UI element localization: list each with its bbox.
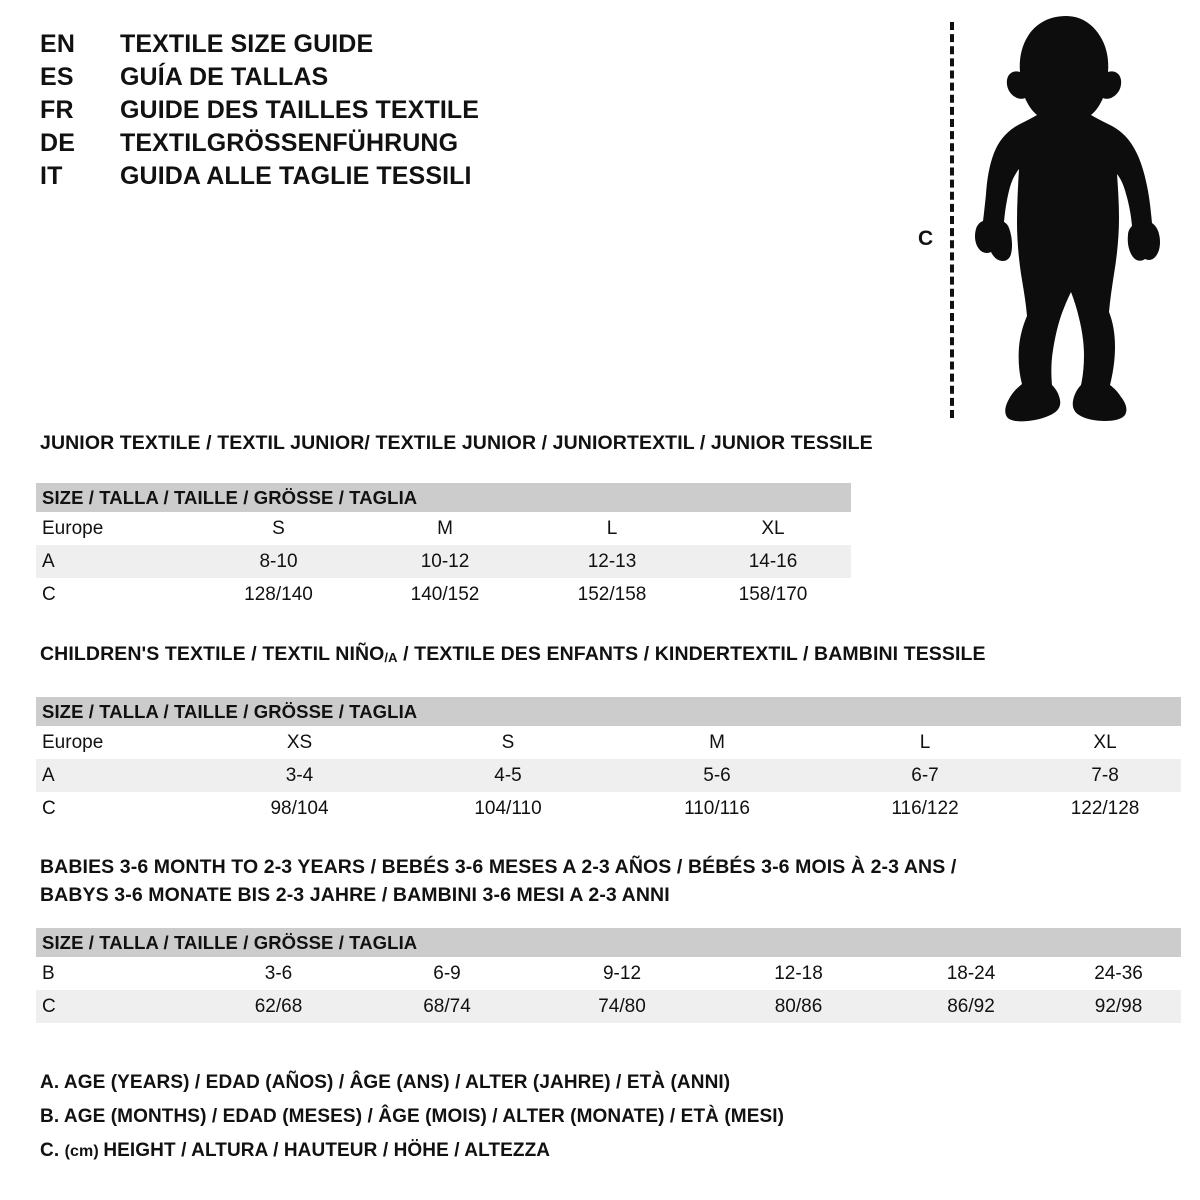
cell-value: 14-16	[695, 545, 852, 578]
cell-value: 3-6	[196, 957, 361, 990]
cell-value: 86/92	[886, 990, 1056, 1023]
table-row: C 62/68 68/74 74/80 80/86 86/92 92/98	[36, 990, 1182, 1023]
cell-value: 68/74	[361, 990, 533, 1023]
size-table-children: SIZE / TALLA / TAILLE / GRÖSSE / TAGLIA …	[36, 697, 1182, 825]
row-label: C	[36, 792, 196, 825]
language-row-fr: FR GUIDE DES TAILLES TEXTILE	[40, 96, 660, 129]
language-title-es: GUÍA DE TALLAS	[120, 63, 329, 91]
cell-value: 12-13	[529, 545, 695, 578]
language-row-es: ES GUÍA DE TALLAS	[40, 63, 660, 96]
cell-value: 110/116	[613, 792, 821, 825]
cell-value: 140/152	[361, 578, 529, 611]
cell-value: 152/158	[529, 578, 695, 611]
language-title-fr: GUIDE DES TAILLES TEXTILE	[120, 96, 480, 124]
cell-value: XL	[695, 512, 852, 545]
row-label: Europe	[36, 512, 196, 545]
size-table-junior: SIZE / TALLA / TAILLE / GRÖSSE / TAGLIA …	[36, 483, 852, 611]
legend-line-c-prefix: C.	[40, 1140, 65, 1161]
table-row: A 8-10 10-12 12-13 14-16	[36, 545, 852, 578]
row-label: A	[36, 545, 196, 578]
language-title-block: EN TEXTILE SIZE GUIDE ES GUÍA DE TALLAS …	[40, 30, 660, 195]
language-title-de: TEXTILGRÖSSENFÜHRUNG	[120, 129, 459, 157]
table-bar-junior: SIZE / TALLA / TAILLE / GRÖSSE / TAGLIA	[36, 483, 852, 512]
table-bar-label-junior: SIZE / TALLA / TAILLE / GRÖSSE / TAGLIA	[36, 483, 852, 512]
cell-value: 116/122	[821, 792, 1029, 825]
cell-value: 18-24	[886, 957, 1056, 990]
table-row: A 3-4 4-5 5-6 6-7 7-8	[36, 759, 1182, 792]
table-bar-label-babies: SIZE / TALLA / TAILLE / GRÖSSE / TAGLIA	[36, 928, 1182, 957]
cell-value: 10-12	[361, 545, 529, 578]
cell-value: 104/110	[403, 792, 613, 825]
language-code-es: ES	[40, 63, 74, 91]
row-label: B	[36, 957, 196, 990]
cell-value: M	[361, 512, 529, 545]
language-title-en: TEXTILE SIZE GUIDE	[120, 30, 374, 58]
language-row-it: IT GUIDA ALLE TAGLIE TESSILI	[40, 162, 660, 195]
cell-value: S	[196, 512, 361, 545]
table-bar-label-children: SIZE / TALLA / TAILLE / GRÖSSE / TAGLIA	[36, 697, 1182, 726]
language-row-en: EN TEXTILE SIZE GUIDE	[40, 30, 660, 63]
cell-value: 8-10	[196, 545, 361, 578]
section-heading-children-post: / TEXTILE DES ENFANTS / KINDERTEXTIL / B…	[397, 643, 986, 665]
cell-value: 6-7	[821, 759, 1029, 792]
row-label: A	[36, 759, 196, 792]
row-label: Europe	[36, 726, 196, 759]
table-row: Europe XS S M L XL	[36, 726, 1182, 759]
size-table-babies: SIZE / TALLA / TAILLE / GRÖSSE / TAGLIA …	[36, 928, 1182, 1023]
section-heading-children-sub: /A	[384, 650, 398, 665]
section-heading-babies-line2: BABYS 3-6 MONATE BIS 2-3 JAHRE / BAMBINI…	[40, 884, 670, 906]
legend-line-c-unit: (cm)	[64, 1143, 104, 1160]
child-silhouette-icon	[975, 16, 1160, 422]
legend-line-a: A. AGE (YEARS) / EDAD (AÑOS) / ÂGE (ANS)…	[40, 1072, 731, 1093]
section-heading-children-pre: CHILDREN'S TEXTILE / TEXTIL NIÑO	[40, 643, 385, 665]
table-row: C 98/104 104/110 110/116 116/122 122/128	[36, 792, 1182, 825]
language-code-en: EN	[40, 30, 76, 58]
legend-line-c-rest: HEIGHT / ALTURA / HAUTEUR / HÖHE / ALTEZ…	[103, 1140, 551, 1161]
cell-value: 122/128	[1029, 792, 1182, 825]
cell-value: 3-4	[196, 759, 403, 792]
section-heading-babies-line1: BABIES 3-6 MONTH TO 2-3 YEARS / BEBÉS 3-…	[40, 856, 957, 878]
cell-value: L	[821, 726, 1029, 759]
language-code-it: IT	[40, 162, 63, 190]
table-bar-babies: SIZE / TALLA / TAILLE / GRÖSSE / TAGLIA	[36, 928, 1182, 957]
cell-value: 7-8	[1029, 759, 1182, 792]
table-row: B 3-6 6-9 9-12 12-18 18-24 24-36	[36, 957, 1182, 990]
row-label: C	[36, 990, 196, 1023]
section-heading-children: CHILDREN'S TEXTILE / TEXTIL NIÑO/A / TEX…	[40, 643, 986, 666]
cell-value: 4-5	[403, 759, 613, 792]
cell-value: 9-12	[533, 957, 711, 990]
row-label: C	[36, 578, 196, 611]
cell-value: XL	[1029, 726, 1182, 759]
legend-block: A. AGE (YEARS) / EDAD (AÑOS) / ÂGE (ANS)…	[40, 1066, 940, 1168]
language-row-de: DE TEXTILGRÖSSENFÜHRUNG	[40, 129, 660, 162]
cell-value: 74/80	[533, 990, 711, 1023]
cell-value: S	[403, 726, 613, 759]
cell-value: M	[613, 726, 821, 759]
legend-line-b: B. AGE (MONTHS) / EDAD (MESES) / ÂGE (MO…	[40, 1106, 785, 1127]
table-bar-children: SIZE / TALLA / TAILLE / GRÖSSE / TAGLIA	[36, 697, 1182, 726]
cell-value: L	[529, 512, 695, 545]
height-measurement-figure: C	[900, 14, 1190, 424]
height-dashed-line	[950, 22, 954, 418]
cell-value: 62/68	[196, 990, 361, 1023]
cell-value: 12-18	[711, 957, 886, 990]
language-code-fr: FR	[40, 96, 74, 124]
cell-value: 158/170	[695, 578, 852, 611]
table-row: C 128/140 140/152 152/158 158/170	[36, 578, 852, 611]
cell-value: 5-6	[613, 759, 821, 792]
language-title-it: GUIDA ALLE TAGLIE TESSILI	[120, 162, 472, 190]
cell-value: 98/104	[196, 792, 403, 825]
cell-value: 92/98	[1056, 990, 1182, 1023]
cell-value: 128/140	[196, 578, 361, 611]
height-measure-label: C	[918, 227, 934, 250]
cell-value: 24-36	[1056, 957, 1182, 990]
cell-value: 6-9	[361, 957, 533, 990]
table-row: Europe S M L XL	[36, 512, 852, 545]
cell-value: 80/86	[711, 990, 886, 1023]
cell-value: XS	[196, 726, 403, 759]
legend-line-c: C. (cm) HEIGHT / ALTURA / HAUTEUR / HÖHE…	[40, 1134, 940, 1168]
section-heading-junior: JUNIOR TEXTILE / TEXTIL JUNIOR/ TEXTILE …	[40, 432, 873, 454]
language-code-de: DE	[40, 129, 76, 157]
